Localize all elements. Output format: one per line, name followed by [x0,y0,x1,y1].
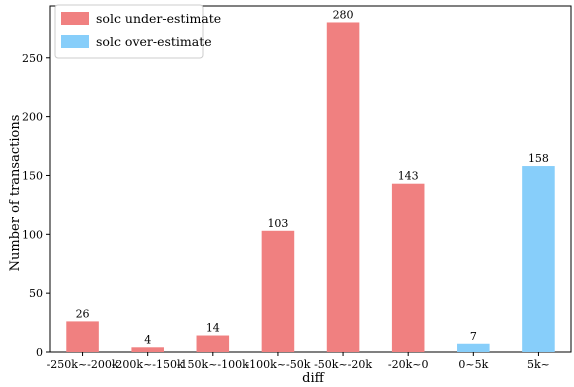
bar-value-label: 7 [470,330,477,343]
bar [522,166,555,352]
plot-area [49,5,572,353]
y-tick-label: 50 [29,287,43,300]
x-tick-label: -200k~-150k [112,358,184,371]
x-tick-label: -250k~-200k [47,358,119,371]
y-axis-label: Number of transactions [8,115,23,272]
y-tick-label: 100 [22,228,43,241]
bar-value-label: 158 [528,152,549,165]
plot-frame [49,5,572,353]
y-tick-label: 200 [22,111,43,124]
x-tick-label: -100k~-50k [245,358,310,371]
x-tick-label: -50k~-20k [314,358,372,371]
legend-label-over: solc over-estimate [96,34,212,49]
x-axis-ticks: -250k~-200k-200k~-150k-150k~-100k-100k~-… [47,352,550,371]
bar [261,230,295,352]
bar-value-label: 280 [333,8,354,21]
x-tick-label: 0~5k [458,358,488,371]
bar [131,347,164,352]
x-tick-label: -20k~0 [388,358,429,371]
y-tick-label: 0 [36,346,43,359]
bar-value-label: 4 [144,333,151,346]
bar [391,183,425,352]
bar [66,321,99,352]
bar-value-label: 143 [398,170,419,183]
y-tick-label: 150 [22,169,43,182]
x-tick-label: -150k~-100k [177,358,249,371]
bar [196,335,230,352]
legend-swatch-under [61,12,89,25]
y-axis-ticks: 0 50 100 150 200 250 [22,52,50,359]
bar [326,22,360,352]
x-axis-label: diff [302,371,325,386]
x-tick-label: 5k~ [527,358,550,371]
legend-label-under: solc under-estimate [96,11,221,26]
bars: 26 4 14 103 280 143 7 158 [66,8,555,352]
y-tick-label: 250 [22,52,43,65]
bar [457,343,490,352]
legend-box [54,4,204,59]
bar-value-label: 26 [76,307,90,320]
legend-swatch-over [61,35,89,48]
bar-value-label: 14 [206,322,220,335]
legend: solc under-estimate solc over-estimate [54,4,221,59]
bar-value-label: 103 [267,217,288,230]
